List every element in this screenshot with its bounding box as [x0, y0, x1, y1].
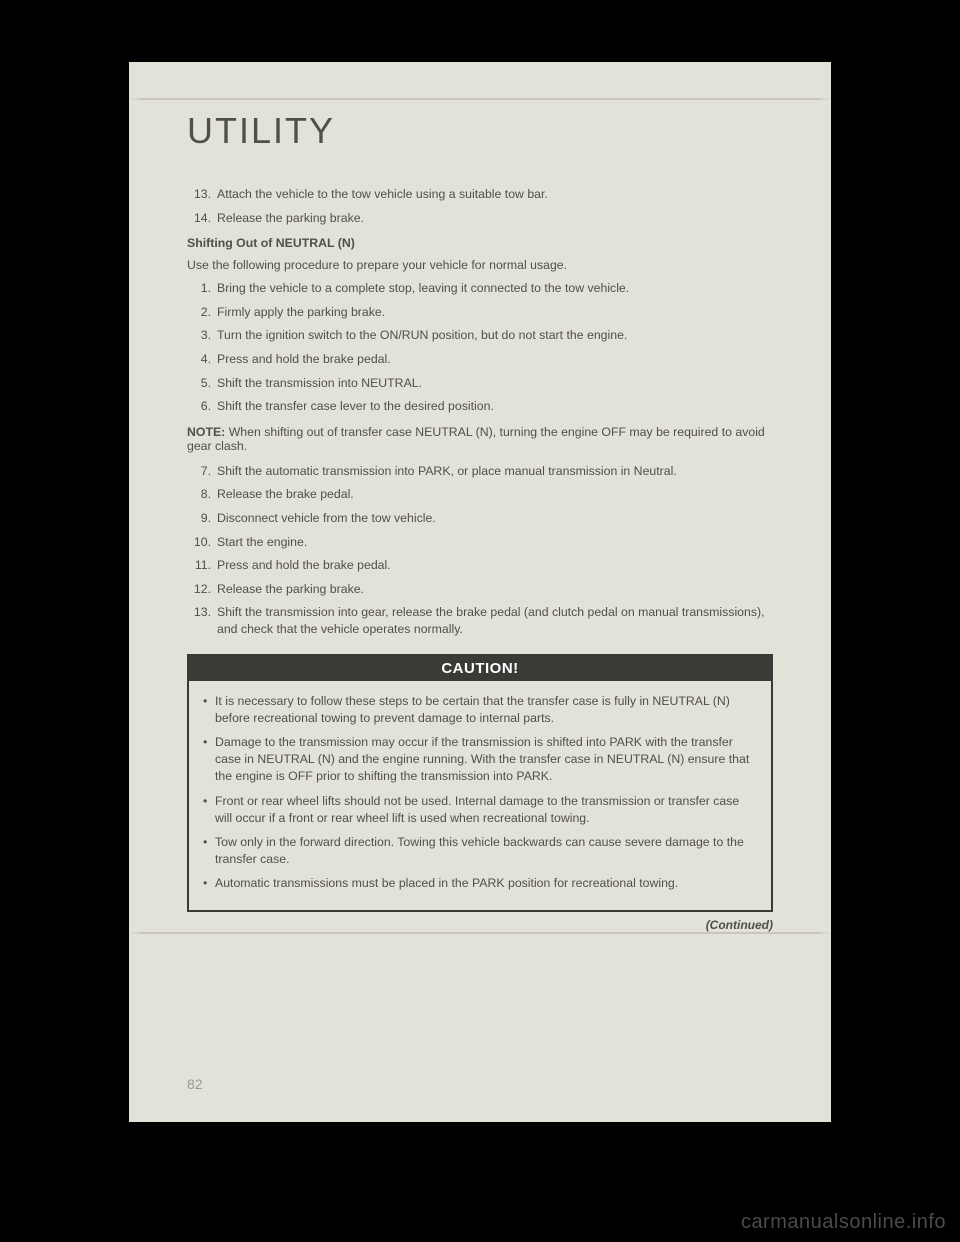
continued-label: (Continued): [187, 918, 773, 932]
caution-text: Damage to the transmission may occur if …: [215, 734, 757, 786]
caution-item: •Automatic transmissions must be placed …: [203, 875, 757, 892]
step-text: Shift the automatic transmission into PA…: [217, 463, 773, 480]
caution-item: •Damage to the transmission may occur if…: [203, 734, 757, 786]
step-number: 8.: [187, 486, 217, 503]
step-text: Bring the vehicle to a complete stop, le…: [217, 280, 773, 297]
page-number: 82: [187, 1076, 203, 1092]
caution-item: •Tow only in the forward direction. Towi…: [203, 834, 757, 868]
list-item: 13.Attach the vehicle to the tow vehicle…: [187, 186, 773, 203]
manual-page: UTILITY 13.Attach the vehicle to the tow…: [129, 62, 831, 1122]
list-item: 3.Turn the ignition switch to the ON/RUN…: [187, 327, 773, 344]
caution-body: •It is necessary to follow these steps t…: [189, 681, 771, 910]
step-number: 4.: [187, 351, 217, 368]
intro-paragraph: Use the following procedure to prepare y…: [187, 258, 773, 272]
note-label: NOTE:: [187, 425, 225, 439]
note-paragraph: NOTE: When shifting out of transfer case…: [187, 425, 773, 453]
list-item: 11.Press and hold the brake pedal.: [187, 557, 773, 574]
caution-text: Tow only in the forward direction. Towin…: [215, 834, 757, 868]
step-text: Press and hold the brake pedal.: [217, 351, 773, 368]
list-item: 14.Release the parking brake.: [187, 210, 773, 227]
step-list-b: 1.Bring the vehicle to a complete stop, …: [187, 280, 773, 415]
step-number: 2.: [187, 304, 217, 321]
bullet-icon: •: [203, 793, 215, 827]
caution-box: CAUTION! •It is necessary to follow thes…: [187, 654, 773, 912]
step-text: Shift the transfer case lever to the des…: [217, 398, 773, 415]
list-item: 5.Shift the transmission into NEUTRAL.: [187, 375, 773, 392]
step-number: 9.: [187, 510, 217, 527]
list-item: 10.Start the engine.: [187, 534, 773, 551]
step-number: 12.: [187, 581, 217, 598]
caution-text: It is necessary to follow these steps to…: [215, 693, 757, 727]
step-number: 13.: [187, 186, 217, 203]
step-list-c: 7.Shift the automatic transmission into …: [187, 463, 773, 638]
list-item: 13.Shift the transmission into gear, rel…: [187, 604, 773, 637]
bullet-icon: •: [203, 834, 215, 868]
step-list-a: 13.Attach the vehicle to the tow vehicle…: [187, 186, 773, 226]
list-item: 4.Press and hold the brake pedal.: [187, 351, 773, 368]
step-number: 14.: [187, 210, 217, 227]
list-item: 2.Firmly apply the parking brake.: [187, 304, 773, 321]
caution-text: Automatic transmissions must be placed i…: [215, 875, 678, 892]
step-number: 13.: [187, 604, 217, 637]
step-text: Release the parking brake.: [217, 210, 773, 227]
step-number: 3.: [187, 327, 217, 344]
list-item: 9.Disconnect vehicle from the tow vehicl…: [187, 510, 773, 527]
step-number: 1.: [187, 280, 217, 297]
step-text: Shift the transmission into gear, releas…: [217, 604, 773, 637]
step-number: 7.: [187, 463, 217, 480]
watermark-text: carmanualsonline.info: [741, 1211, 946, 1234]
step-text: Press and hold the brake pedal.: [217, 557, 773, 574]
list-item: 1.Bring the vehicle to a complete stop, …: [187, 280, 773, 297]
step-text: Disconnect vehicle from the tow vehicle.: [217, 510, 773, 527]
step-number: 11.: [187, 557, 217, 574]
note-text: When shifting out of transfer case NEUTR…: [187, 425, 765, 453]
step-text: Shift the transmission into NEUTRAL.: [217, 375, 773, 392]
caution-header: CAUTION!: [189, 656, 771, 681]
list-item: 7.Shift the automatic transmission into …: [187, 463, 773, 480]
bullet-icon: •: [203, 875, 215, 892]
list-item: 8.Release the brake pedal.: [187, 486, 773, 503]
step-text: Start the engine.: [217, 534, 773, 551]
step-text: Attach the vehicle to the tow vehicle us…: [217, 186, 773, 203]
step-text: Release the brake pedal.: [217, 486, 773, 503]
step-number: 6.: [187, 398, 217, 415]
bullet-icon: •: [203, 734, 215, 786]
step-text: Release the parking brake.: [217, 581, 773, 598]
subheading: Shifting Out of NEUTRAL (N): [187, 236, 773, 250]
list-item: 6.Shift the transfer case lever to the d…: [187, 398, 773, 415]
step-number: 5.: [187, 375, 217, 392]
step-number: 10.: [187, 534, 217, 551]
caution-text: Front or rear wheel lifts should not be …: [215, 793, 757, 827]
caution-item: •It is necessary to follow these steps t…: [203, 693, 757, 727]
list-item: 12.Release the parking brake.: [187, 581, 773, 598]
section-title: UTILITY: [187, 110, 773, 152]
caution-item: •Front or rear wheel lifts should not be…: [203, 793, 757, 827]
step-text: Turn the ignition switch to the ON/RUN p…: [217, 327, 773, 344]
bullet-icon: •: [203, 693, 215, 727]
step-text: Firmly apply the parking brake.: [217, 304, 773, 321]
